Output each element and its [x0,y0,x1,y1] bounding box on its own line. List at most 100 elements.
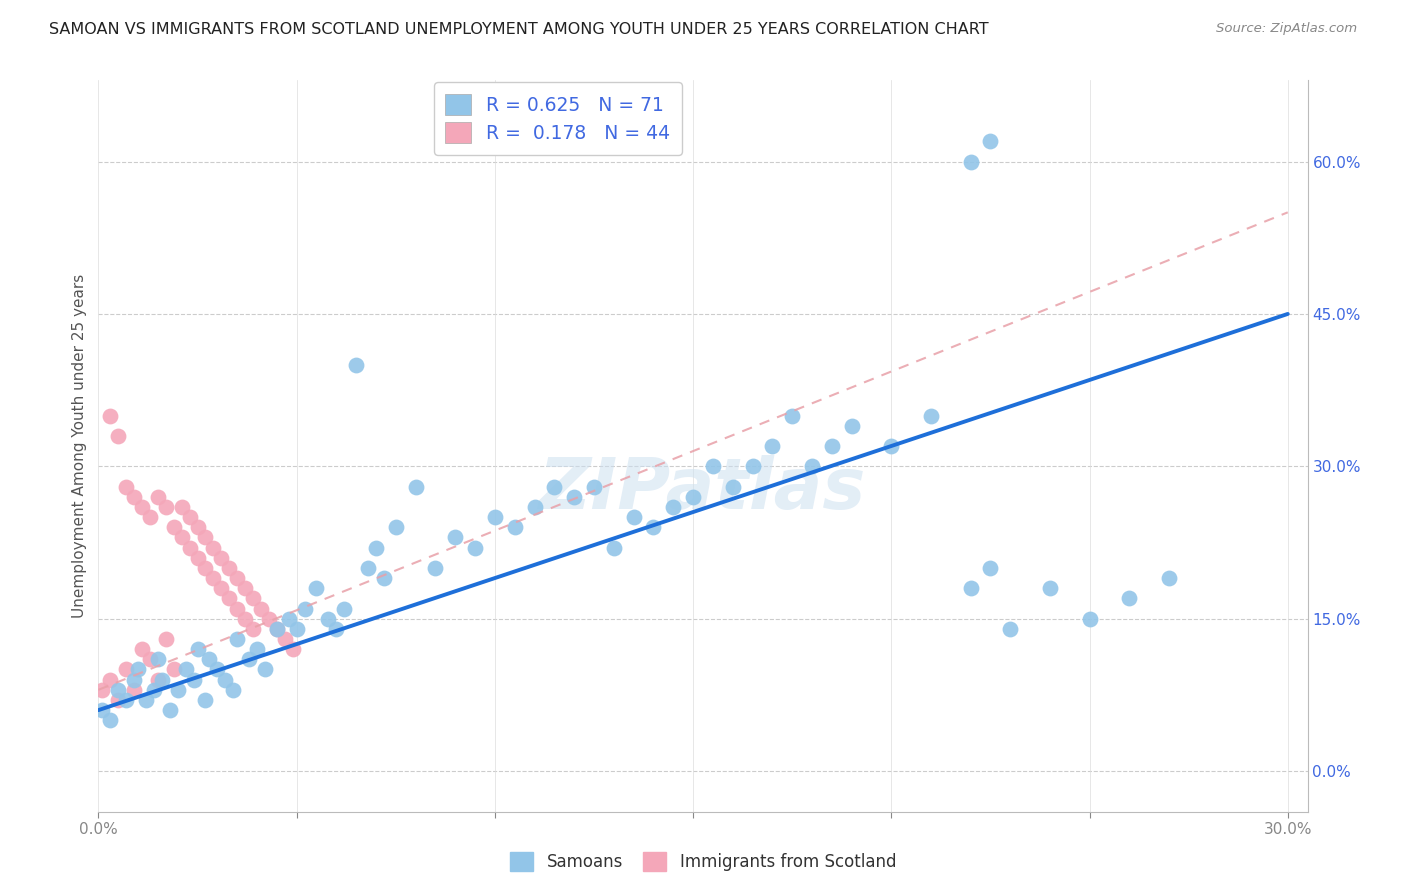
Point [242,591,264,606]
Point [107,682,129,697]
Legend: R = 0.625   N = 71, R =  0.178   N = 44: R = 0.625 N = 71, R = 0.178 N = 44 [434,82,682,154]
Point [582,480,605,494]
Point [233,612,256,626]
Point [1000,622,1022,636]
Point [780,409,803,423]
Point [250,601,273,615]
Point [207,663,229,677]
Point [98,409,121,423]
Point [253,663,276,677]
Text: ZIPatlas: ZIPatlas [540,456,866,524]
Point [281,642,304,657]
Point [1157,571,1180,585]
Point [464,541,486,555]
Point [242,622,264,636]
Point [91,682,114,697]
Point [357,561,380,575]
Point [170,530,193,544]
Point [246,642,269,657]
Point [318,612,340,626]
Point [179,541,201,555]
Point [179,510,201,524]
Point [344,358,367,372]
Point [643,520,665,534]
Point [959,581,981,595]
Point [543,480,565,494]
Point [821,439,844,453]
Point [761,439,783,453]
Point [214,673,236,687]
Point [186,642,208,657]
Y-axis label: Unemployment Among Youth under 25 years: Unemployment Among Youth under 25 years [72,274,87,618]
Point [218,591,240,606]
Point [218,561,240,575]
Point [682,490,704,504]
Point [186,520,208,534]
Point [155,500,177,514]
Point [135,693,157,707]
Point [98,714,121,728]
Point [194,530,217,544]
Point [174,663,197,677]
Point [226,571,249,585]
Point [186,550,208,565]
Point [277,612,299,626]
Point [226,601,249,615]
Point [274,632,297,646]
Point [166,682,188,697]
Point [266,622,288,636]
Point [484,510,506,524]
Point [142,682,165,697]
Point [662,500,685,514]
Point [170,500,193,514]
Point [98,673,121,687]
Point [163,520,186,534]
Point [222,682,245,697]
Point [1118,591,1140,606]
Point [979,561,1001,575]
Point [741,459,763,474]
Point [122,673,145,687]
Point [623,510,645,524]
Point [364,541,387,555]
Point [523,500,546,514]
Point [721,480,744,494]
Point [801,459,824,474]
Point [920,409,942,423]
Point [979,134,1001,148]
Point [183,673,205,687]
Point [325,622,347,636]
Point [209,550,232,565]
Point [163,663,186,677]
Point [146,652,169,666]
Point [150,673,173,687]
Point [146,673,169,687]
Point [384,520,406,534]
Point [1039,581,1062,595]
Point [131,500,153,514]
Point [702,459,724,474]
Point [202,571,225,585]
Point [155,632,177,646]
Point [131,642,153,657]
Point [146,490,169,504]
Point [226,632,249,646]
Point [285,622,308,636]
Point [233,581,256,595]
Point [503,520,526,534]
Point [139,510,162,524]
Point [238,652,260,666]
Point [107,429,129,443]
Point [266,622,288,636]
Point [202,541,225,555]
Point [841,418,863,433]
Point [405,480,427,494]
Point [159,703,181,717]
Point [122,682,145,697]
Point [91,703,114,717]
Point [115,480,138,494]
Point [115,693,138,707]
Text: Source: ZipAtlas.com: Source: ZipAtlas.com [1216,22,1357,36]
Point [880,439,903,453]
Point [198,652,221,666]
